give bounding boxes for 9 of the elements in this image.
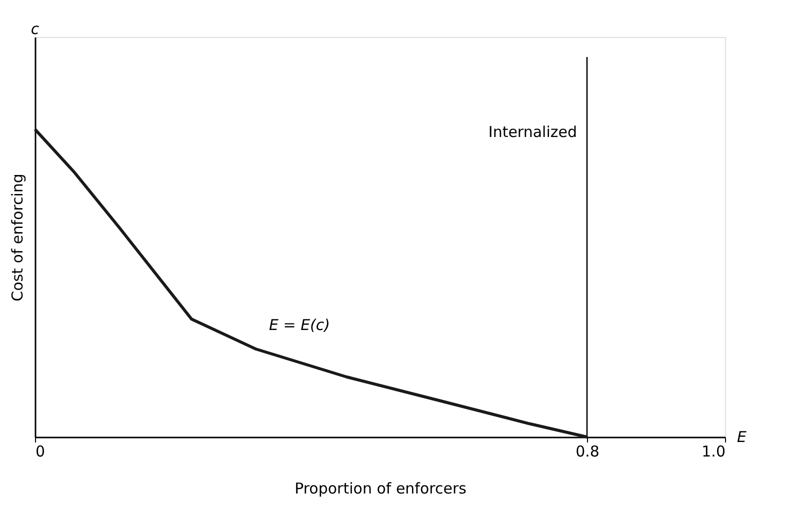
text: c (30, 20, 40, 38)
x-tick-label: 0.8 (576, 442, 600, 460)
x-tick-label: 0 (36, 442, 46, 460)
annotation: E = E(c) (269, 316, 330, 334)
ref-line-label: Internalized (488, 123, 577, 141)
x-axis-title: Proportion of enforcers (294, 480, 467, 498)
x-tick-label: 1.0 (702, 442, 726, 460)
text: E (737, 428, 747, 446)
y-axis-title: Cost of enforcing (8, 174, 26, 302)
